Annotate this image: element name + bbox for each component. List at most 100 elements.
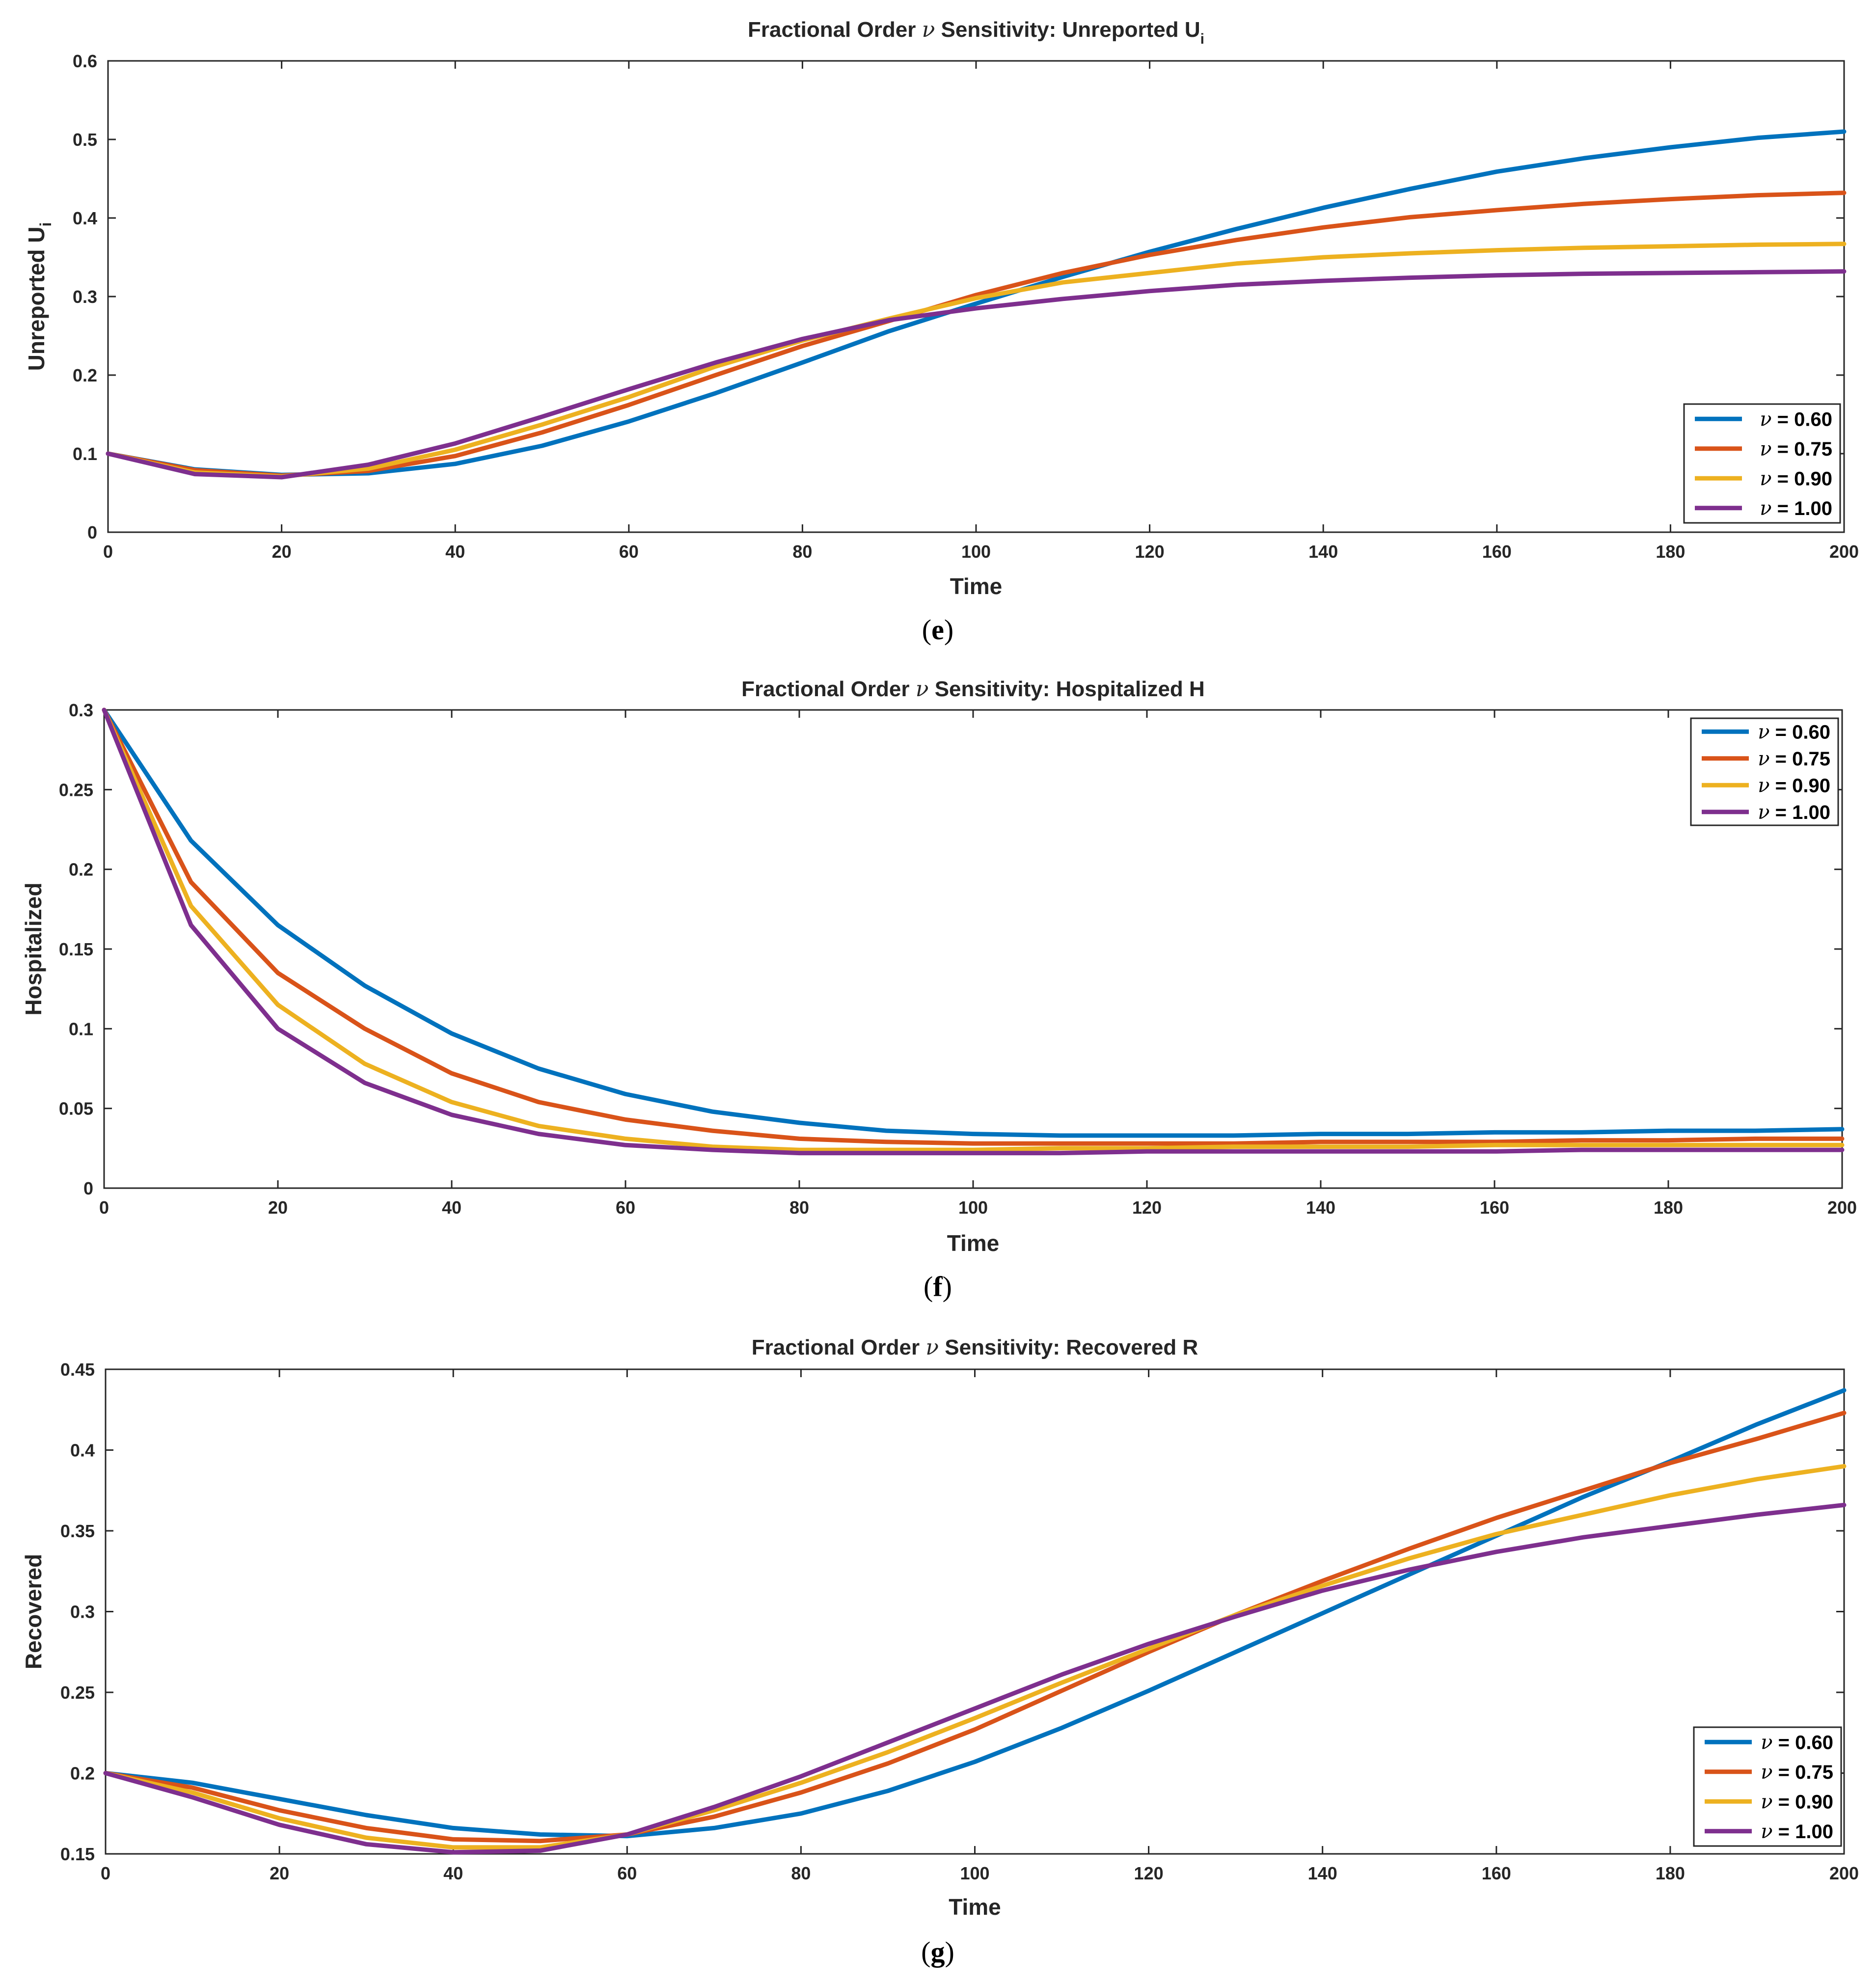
x-tick-label: 200 — [1829, 1863, 1859, 1883]
y-axis-label: Recovered — [21, 1554, 46, 1669]
series-line-nu-1-00 — [103, 1502, 1847, 1855]
legend-separator: = — [1772, 498, 1794, 519]
x-tick-label: 20 — [272, 542, 292, 562]
x-tick-label: 180 — [1656, 542, 1685, 562]
chart-title-rest: Sensitivity: Recovered R — [939, 1335, 1198, 1359]
y-tick-label: 0.6 — [73, 51, 97, 71]
x-tick-label: 0 — [103, 542, 113, 562]
panel-caption: (g) — [921, 1936, 954, 1968]
chart-title-main: Fractional Order — [748, 18, 922, 42]
legend-value: 0.75 — [1792, 748, 1830, 770]
y-axis-label: Unreported Ui — [24, 222, 54, 371]
legend-separator: = — [1772, 438, 1794, 460]
panel-caption-letter: g — [931, 1936, 945, 1968]
legend-symbol: ν — [1760, 438, 1771, 461]
chart-title-symbol: ν — [916, 677, 929, 702]
series-line-nu-0-75 — [106, 190, 1847, 478]
panel-caption-open: ( — [924, 1271, 933, 1303]
legend-entry: ν = 0.90 — [1758, 774, 1830, 797]
legend-entry: ν = 0.60 — [1760, 408, 1832, 431]
legend-box — [1690, 717, 1839, 826]
chart-title: Fractional Order ν Sensitivity: Unreport… — [748, 17, 1204, 47]
series-line-nu-0-75 — [102, 707, 1845, 1146]
y-axis-label-main: Recovered — [21, 1554, 46, 1669]
y-tick-label: 0.4 — [70, 1440, 95, 1461]
legend-separator: = — [1773, 1762, 1795, 1783]
legend-value: 0.90 — [1794, 468, 1832, 489]
x-tick-label: 160 — [1482, 542, 1512, 562]
y-tick-label: 0.2 — [69, 860, 93, 880]
legend-symbol: ν — [1758, 801, 1769, 824]
series-line-nu-1-00 — [102, 707, 1845, 1156]
x-tick-label: 100 — [960, 1863, 989, 1883]
y-axis-label-main: Hospitalized — [21, 883, 46, 1016]
x-tick-label: 100 — [961, 542, 991, 562]
legend-entry: ν = 1.00 — [1761, 1820, 1833, 1843]
x-tick-label: 0 — [99, 1197, 109, 1218]
y-tick-label: 0.3 — [70, 1602, 95, 1622]
y-axis-label-main: Unreported U — [24, 226, 49, 371]
y-tick-label: 0.2 — [73, 365, 97, 385]
legend-value: 0.75 — [1795, 1762, 1833, 1783]
legend-separator: = — [1773, 1791, 1795, 1813]
legend-entry: ν = 0.90 — [1761, 1791, 1833, 1813]
legend-separator: = — [1772, 408, 1794, 430]
legend-separator: = — [1773, 1732, 1795, 1753]
legend: ν = 0.60ν = 0.75ν = 0.90ν = 1.00 — [1690, 717, 1839, 826]
x-tick-label: 120 — [1132, 1197, 1162, 1218]
legend-separator: = — [1770, 775, 1793, 796]
panel-caption: (f) — [924, 1271, 952, 1303]
legend-value: 0.75 — [1794, 438, 1832, 460]
y-axis-label: Hospitalized — [21, 883, 46, 1016]
x-tick-label: 60 — [617, 1863, 637, 1883]
y-tick-label: 0.2 — [70, 1764, 95, 1784]
panel-caption-open: ( — [922, 614, 931, 646]
y-tick-label: 0.3 — [69, 700, 93, 720]
series-line-nu-0-75 — [103, 1411, 1847, 1844]
x-tick-label: 60 — [616, 1197, 635, 1218]
chart-title-subscript: i — [1200, 31, 1204, 47]
legend-separator: = — [1770, 748, 1793, 770]
y-axis-label-subscript: i — [37, 222, 54, 227]
y-tick-label: 0.1 — [73, 444, 97, 464]
chart-g: 0 20 40 60 80 100 120 140 160 180 200 0.15 0.2 0.25 0.… — [21, 1335, 1859, 1968]
x-tick-label: 20 — [268, 1197, 288, 1218]
y-tick-label: 0.15 — [59, 939, 93, 959]
chart-title: Fractional Order ν Sensitivity: Hospital… — [741, 677, 1205, 702]
legend-box — [1683, 403, 1841, 524]
y-tick-label: 0.5 — [73, 130, 97, 150]
y-tick-label: 0.3 — [73, 287, 97, 307]
x-axis-label: Time — [949, 1894, 1001, 1920]
chart-title: Fractional Order ν Sensitivity: Recovere… — [752, 1335, 1198, 1360]
legend-symbol: ν — [1761, 1791, 1772, 1813]
x-tick-label: 140 — [1306, 1197, 1335, 1218]
x-tick-label: 140 — [1308, 1863, 1337, 1883]
legend-box — [1693, 1726, 1842, 1847]
panel-caption-open: ( — [921, 1936, 930, 1968]
series-line-nu-0-90 — [102, 707, 1845, 1152]
x-tick-label: 140 — [1308, 542, 1338, 562]
legend-value: 1.00 — [1792, 802, 1830, 823]
legend-entry: ν = 0.75 — [1758, 748, 1830, 770]
chart-title-symbol: ν — [925, 1335, 939, 1360]
x-tick-label: 40 — [445, 542, 465, 562]
panel-caption-letter: e — [931, 614, 944, 646]
legend: ν = 0.60ν = 0.75ν = 0.90ν = 1.00 — [1693, 1726, 1842, 1847]
x-tick-label: 160 — [1480, 1197, 1509, 1218]
x-tick-label: 200 — [1829, 542, 1859, 562]
series-line-nu-0-60 — [103, 1388, 1847, 1839]
y-tick-label: 0 — [83, 1178, 93, 1198]
y-tick-label: 0.35 — [60, 1521, 95, 1541]
legend: ν = 0.60ν = 0.75ν = 0.90ν = 1.00 — [1683, 403, 1841, 524]
legend-entry: ν = 1.00 — [1760, 497, 1832, 520]
panel-caption-letter: f — [933, 1271, 943, 1303]
x-tick-label: 40 — [443, 1863, 463, 1883]
y-tick-label: 0.45 — [60, 1359, 95, 1380]
x-tick-label: 200 — [1827, 1197, 1857, 1218]
series-line-nu-0-90 — [103, 1464, 1847, 1850]
chart-title-rest: Sensitivity: Unreported U — [935, 18, 1200, 42]
series-line-nu-0-60 — [106, 129, 1847, 477]
y-tick-label: 0.25 — [60, 1683, 95, 1703]
legend-value: 1.00 — [1795, 1821, 1833, 1843]
legend-symbol: ν — [1758, 721, 1769, 743]
